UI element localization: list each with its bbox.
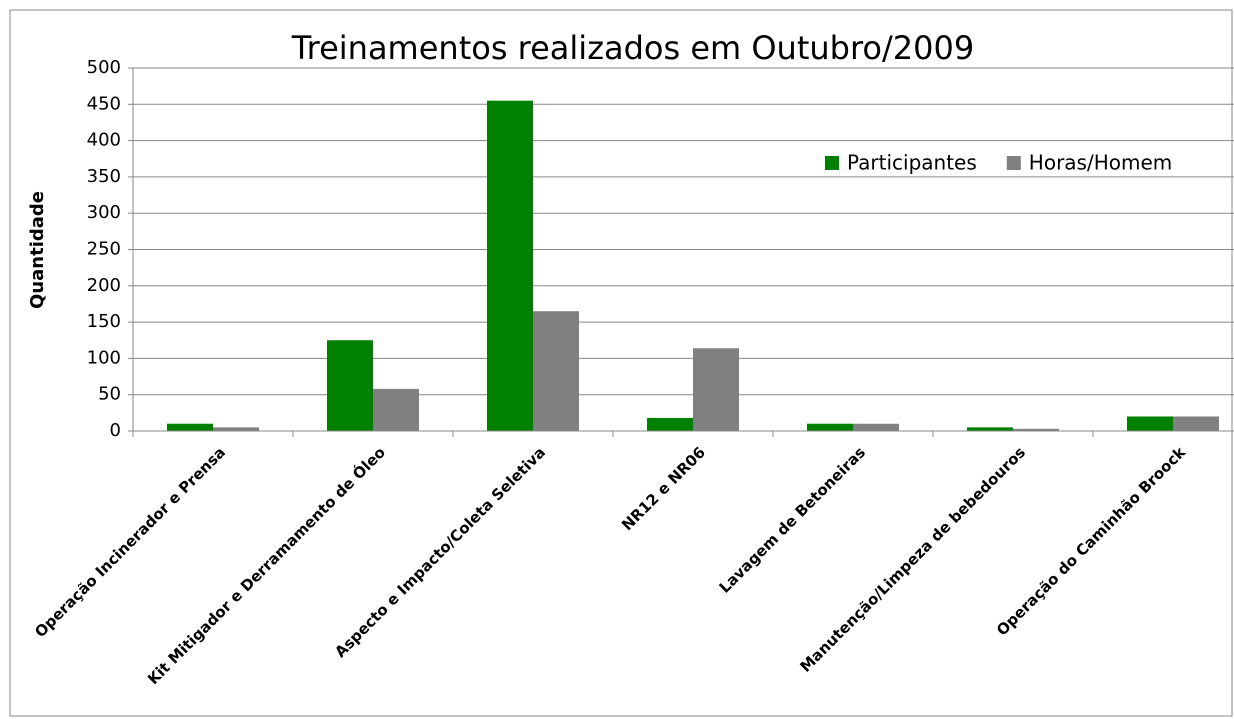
y-tick-label: 450 — [87, 93, 121, 114]
legend-label: Participantes — [847, 151, 977, 175]
legend-swatch — [825, 156, 839, 170]
y-tick-label: 0 — [110, 420, 121, 441]
bar — [693, 348, 739, 431]
chart-title: Treinamentos realizados em Outubro/2009 — [291, 29, 974, 67]
bar — [213, 427, 259, 431]
y-tick-label: 400 — [87, 130, 121, 151]
chart-frame — [9, 9, 1233, 717]
bar — [533, 311, 579, 431]
y-tick-label: 100 — [87, 347, 121, 368]
bar — [967, 427, 1013, 431]
y-tick-label: 250 — [87, 239, 121, 260]
y-tick-label: 200 — [87, 275, 121, 296]
y-tick-label: 350 — [87, 166, 121, 187]
bar — [807, 423, 853, 431]
y-axis-label: Quantidade — [27, 191, 48, 309]
bar — [327, 340, 373, 431]
y-tick-label: 50 — [98, 384, 121, 405]
y-tick-label: 150 — [87, 311, 121, 332]
bar — [167, 423, 213, 431]
bar — [1127, 416, 1173, 431]
legend-swatch — [1006, 156, 1021, 170]
legend-label: Horas/Homem — [1029, 151, 1172, 175]
bar — [647, 417, 693, 431]
y-tick-label: 500 — [87, 57, 121, 78]
y-tick-label: 300 — [87, 202, 121, 223]
bar — [373, 388, 419, 431]
bar — [853, 423, 899, 431]
bar — [1013, 428, 1059, 431]
bar — [1173, 416, 1219, 431]
bar — [487, 100, 533, 432]
